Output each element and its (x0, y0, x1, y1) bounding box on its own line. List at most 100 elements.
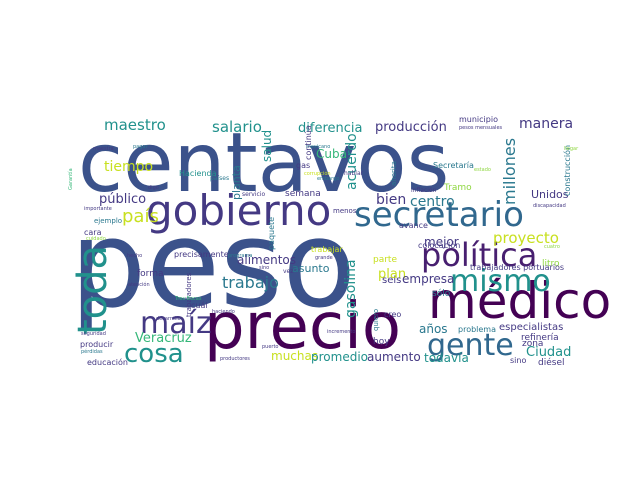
word-sinc: sino (259, 265, 269, 271)
word-toda: toda (70, 245, 116, 335)
word-pagar: pagar (133, 144, 148, 150)
word-estado: estado (474, 167, 491, 173)
word-mexicano: mexicano (306, 144, 330, 150)
word-salario: salario (212, 118, 262, 136)
word-tiempo: tiempo (104, 159, 153, 175)
word-aumento: aumento (367, 350, 421, 364)
word-medico: médico (428, 272, 611, 330)
word-politica: política (421, 236, 537, 274)
word-municipio: municipio (459, 115, 498, 124)
word-publico: público (99, 192, 146, 207)
word-promedio: promedio (311, 350, 368, 364)
word-grande: grande (315, 255, 333, 261)
word-semana: semana (285, 189, 321, 199)
word-refineria: refinería (521, 333, 559, 343)
word-atencion: atención (128, 281, 150, 288)
word-programa: programa (228, 253, 252, 259)
word-sino: sino (510, 356, 526, 365)
word-hecho: hecho (127, 253, 142, 259)
word-manera: manera (519, 116, 573, 132)
word-servicio: servicio (242, 191, 265, 198)
word-anos: años (419, 322, 448, 336)
word-maiz: maíz (140, 306, 212, 341)
word-paises: países (210, 175, 229, 182)
word-vez: vez (283, 268, 293, 275)
word-maestro: maestro (104, 116, 166, 134)
word-seguridad: seguridad (81, 331, 106, 337)
word-ahorita: ahorita (390, 161, 398, 186)
word-haciendo: haciendo (212, 309, 235, 315)
word-zona: zona (522, 339, 543, 349)
word-cuba: Cuba (316, 147, 347, 161)
word-ejemplo: ejemplo (94, 217, 122, 225)
word-alimentos: alimentos (237, 253, 296, 267)
word-discapacidad: discapacidad (533, 203, 566, 209)
word-acuerdo: acuerdo (344, 133, 360, 190)
word-diferencia: diferencia (298, 121, 362, 136)
word-mismo: mismo (450, 264, 551, 299)
word-peso: peso (70, 196, 356, 335)
word-creo: creo (384, 310, 401, 319)
word-llegar: llegar (564, 146, 579, 152)
word-precio: precio (204, 290, 401, 364)
word-pesos_mensuales: pesos mensuales (459, 125, 503, 131)
word-puerto: puerto (262, 344, 279, 350)
word-veracruz: Veracruz (135, 331, 192, 346)
word-educacion: educación (87, 357, 128, 367)
word-bien: bien (376, 192, 406, 208)
word-parte: parte (373, 255, 397, 265)
word-incremento: incremento (327, 329, 355, 335)
word-muchas: muchas (271, 349, 318, 363)
word-corrupcion: corrupción (304, 170, 331, 177)
word-mejor: mejor (424, 235, 459, 249)
word-centavos: centavos (78, 116, 449, 211)
word-empresa: empresa (402, 272, 454, 286)
word-colocacion: colocación (418, 240, 460, 250)
word-menos: menos (333, 207, 357, 215)
word-pais: país (122, 206, 159, 227)
word-perdidas: pérdidas (81, 348, 103, 355)
word-cual: cuál (191, 301, 208, 310)
word-salud: salud (260, 130, 274, 162)
word-plan: plan (378, 267, 406, 282)
word-gasolina: gasolina (343, 259, 359, 318)
word-hoy: hoy (373, 337, 390, 347)
word-ciudad: Ciudad (526, 345, 571, 360)
word-centro: centro (410, 194, 455, 210)
word-importante: importante (84, 206, 112, 212)
word-paquete: paquete (267, 217, 276, 250)
word-unidos: Unidos (531, 188, 569, 201)
word-construccion: construcción (562, 145, 572, 196)
word-hacienda: Hacienda (179, 169, 217, 178)
word-produccion: producción (375, 120, 447, 135)
word-problema: problema (458, 325, 496, 334)
word-millones: millones (500, 138, 519, 205)
word-especialistas: especialistas (499, 322, 563, 333)
word-precisamente: precisamente (174, 250, 229, 259)
word-trabajadores: trabajadores (185, 272, 193, 317)
word-cuatro: cuatro (544, 244, 560, 250)
word-desarrollo: desarrollo (156, 316, 181, 322)
word-asunto: asunto (292, 262, 330, 275)
word-producir: producir (80, 340, 114, 349)
word-gente: gente (427, 328, 514, 363)
word-inflacion: inflación (411, 187, 437, 194)
word-avance: avance (399, 221, 428, 230)
word-secretaria: Secretaría (433, 161, 474, 170)
word-cara: cara (84, 228, 102, 237)
word-trabajadores_portuarios: trabajadores portuarios (470, 263, 564, 272)
word-planta: planta (230, 165, 243, 200)
word-solo: sólo (432, 288, 451, 299)
word-tres_bocas: Tres Bocas (174, 296, 202, 302)
word-forma: forma (137, 269, 164, 279)
word-cuidado: cuidado (86, 236, 106, 242)
word-todavia: todavía (424, 351, 469, 365)
word-gas: gas (296, 161, 310, 170)
word-continua: continúa (304, 125, 313, 160)
word-embargo: embargo (317, 176, 339, 182)
word-diesel: diésel (538, 357, 564, 368)
word-cosa: cosa (124, 339, 184, 369)
word-litro: litro (542, 259, 560, 269)
